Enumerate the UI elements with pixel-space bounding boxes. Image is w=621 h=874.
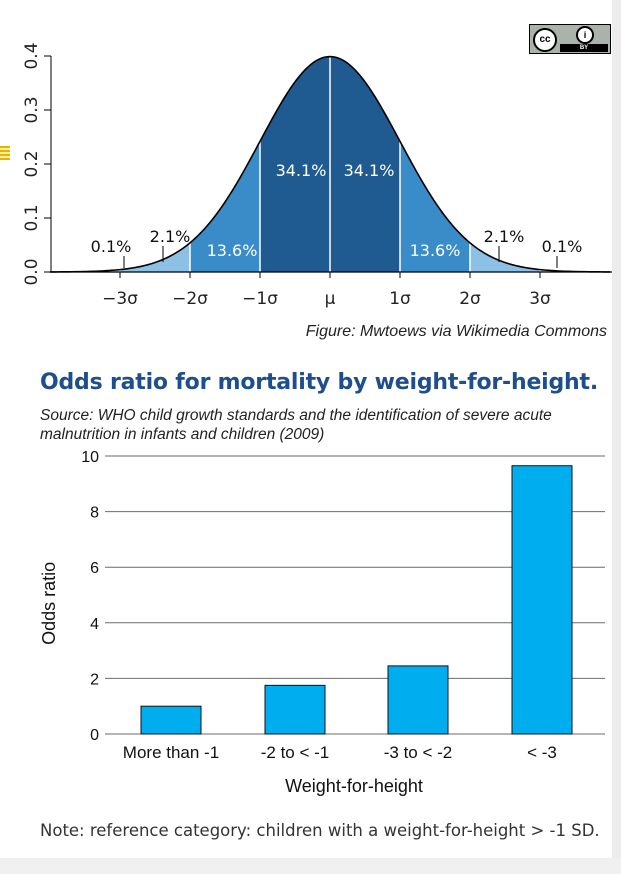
region-label: 13.6% <box>207 241 258 260</box>
x-tick-label: 2σ <box>459 289 481 309</box>
x-tick-label: −3σ <box>102 289 138 309</box>
bottom-strip <box>0 858 621 874</box>
person-icon: i <box>576 26 594 44</box>
cc-icon: cc <box>533 28 557 52</box>
y-tick-label: 0 <box>90 727 99 744</box>
right-scroll-strip <box>612 0 621 858</box>
y-tick-label: 4 <box>90 616 99 633</box>
normal-region-1 <box>120 242 190 272</box>
normal-region-6 <box>470 242 540 272</box>
y-tick-label: 6 <box>90 560 99 577</box>
notepad-icon <box>0 146 10 160</box>
bar-2 <box>387 665 449 735</box>
x-axis-title: Weight-for-height <box>285 776 423 796</box>
y-tick-label: 10 <box>81 449 99 466</box>
region-label: 13.6% <box>410 241 461 260</box>
bar-0 <box>140 705 202 735</box>
odds-ratio-bar-chart: 0 2 4 6 8 10 More than -1 -2 to < -1 -3 to < -2 <… <box>39 449 605 796</box>
category-label: < -3 <box>527 743 557 762</box>
y-tick-label: 8 <box>90 505 99 522</box>
tail-label: 0.1% <box>542 237 583 256</box>
tail-label: 0.1% <box>91 237 132 256</box>
bar-3 <box>511 465 573 735</box>
region-label: 2.1% <box>150 227 191 246</box>
y-axis-title: Odds ratio <box>39 562 59 645</box>
x-tick-label: −1σ <box>242 289 278 309</box>
y-tick-label: 0.1 <box>22 204 42 231</box>
region-label: 2.1% <box>484 227 525 246</box>
y-tick-label: 2 <box>90 671 99 688</box>
x-tick-label: 3σ <box>529 289 551 309</box>
note-text: Note: reference category: children with … <box>40 821 600 840</box>
y-tick-label: 0.0 <box>22 258 42 285</box>
region-label: 34.1% <box>276 161 327 180</box>
x-tick-label: −2σ <box>172 289 208 309</box>
x-tick-label: μ <box>325 289 336 309</box>
category-label: -2 to < -1 <box>261 743 330 762</box>
y-tick-label: 0.2 <box>22 150 42 177</box>
category-label: More than -1 <box>123 743 219 762</box>
by-label: BY <box>560 44 608 52</box>
bar-1 <box>264 684 326 735</box>
odds-title: Odds ratio for mortality by weight-for-h… <box>40 370 598 395</box>
x-tick-label: 1σ <box>389 289 411 309</box>
figure-caption: Figure: Mwtoews via Wikimedia Commons <box>305 323 607 340</box>
odds-source: Source: WHO child growth standards and t… <box>40 407 552 443</box>
normal-distribution-chart: 0.0 0.1 0.2 0.3 0.4 −3σ −2σ −1σ μ 1σ 2σ 3σ 2.1% 13.6%… <box>22 42 612 309</box>
normal-curve <box>49 55 611 273</box>
y-tick-label: 0.4 <box>22 42 42 69</box>
region-label: 34.1% <box>344 161 395 180</box>
y-tick-label: 0.3 <box>22 96 42 123</box>
cc-license-badge: cc i BY <box>529 24 611 54</box>
category-label: -3 to < -2 <box>384 743 453 762</box>
